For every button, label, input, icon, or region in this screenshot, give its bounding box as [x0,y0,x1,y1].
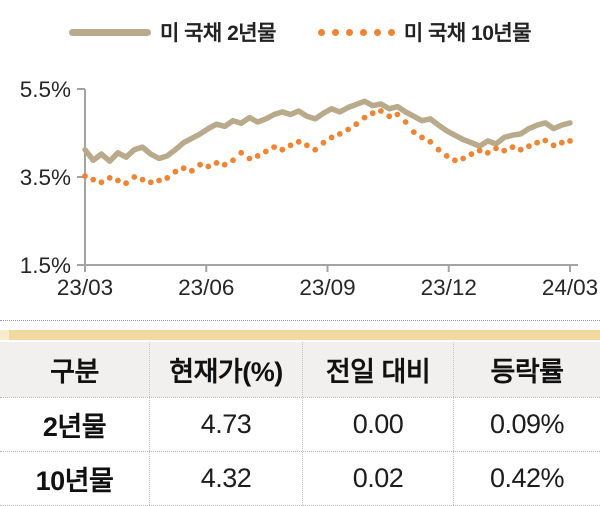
yield-table-section: 구분 현재가(%) 전일 대비 등락률 2년물 4.73 0.00 0.09% … [0,320,600,506]
header-cell-rate: 등락률 [453,342,600,397]
header-cell-day-change: 전일 대비 [302,342,453,397]
cell-10y-rate: 0.42% [453,452,600,505]
table-header-row: 구분 현재가(%) 전일 대비 등락률 [0,342,600,397]
gold-bar-left-cap [0,330,9,340]
svg-text:23/12: 23/12 [421,275,477,300]
gold-bar-body [9,330,600,340]
cell-10y-name: 10년물 [35,466,114,496]
legend-label-2y: 미 국채 2년물 [159,22,276,45]
table-row-2y: 2년물 4.73 0.00 0.09% [0,397,600,451]
header-cell-current: 현재가(%) [149,342,302,397]
yield-table: 구분 현재가(%) 전일 대비 등락률 2년물 4.73 0.00 0.09% … [0,342,600,506]
cell-2y-name: 2년물 [42,412,107,442]
gold-accent-bar [0,330,600,340]
legend-item-2y: 미 국채 2년물 [68,17,276,47]
svg-text:3.5%: 3.5% [20,165,71,190]
cell-2y-rate: 0.09% [453,398,600,451]
cell-2y-current: 4.73 [149,398,302,451]
legend-item-10y: 미 국채 10년물 [317,17,532,47]
chart-legend: 미 국채 2년물 미 국채 10년물 [0,0,600,48]
table-row-10y: 10년물 4.32 0.02 0.42% [0,451,600,505]
yield-line-chart: 23/03 23/06 23/09 23/12 24/03 5.5% 3.5% 1.5% [20,77,598,300]
legend-label-10y: 미 국채 10년물 [403,22,532,45]
svg-text:5.5%: 5.5% [20,77,71,102]
legend-swatch-dotted-line [317,28,395,36]
svg-text:24/03: 24/03 [542,275,598,300]
cell-10y-change: 0.02 [302,452,453,505]
svg-text:23/06: 23/06 [178,275,234,300]
svg-text:23/03: 23/03 [57,275,113,300]
cell-10y-current: 4.32 [149,452,302,505]
cell-2y-change: 0.00 [302,398,453,451]
svg-text:23/09: 23/09 [299,275,355,300]
header-cell-category: 구분 [50,357,99,387]
legend-swatch-solid-line [68,28,151,36]
svg-text:1.5%: 1.5% [20,253,71,278]
